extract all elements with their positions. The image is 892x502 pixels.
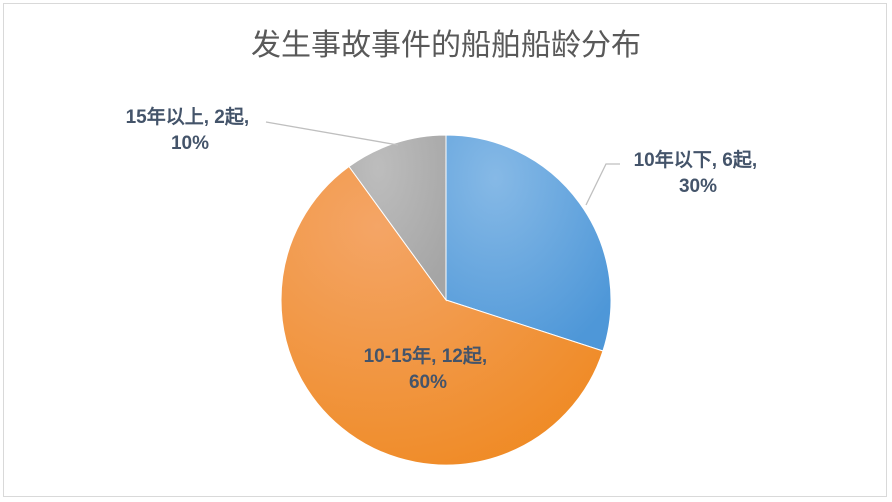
pie-slice-10年以下 [445,134,612,352]
pie-slice-10-15年 [280,165,604,466]
chart-border [3,3,887,497]
leader-line-10年以下 [585,163,620,206]
data-label-10-15年: 10-15年, 12起, 60% [364,344,493,393]
leader-line-15年以上 [265,121,399,146]
data-label-10年以下: 10年以下, 6起, 30% [634,148,763,197]
pie-slice-15年以上 [348,134,447,302]
chart-title: 发生事故事件的船舶船龄分布 [251,28,641,63]
data-label-15年以上: 15年以上, 2起, 10% [126,105,255,154]
